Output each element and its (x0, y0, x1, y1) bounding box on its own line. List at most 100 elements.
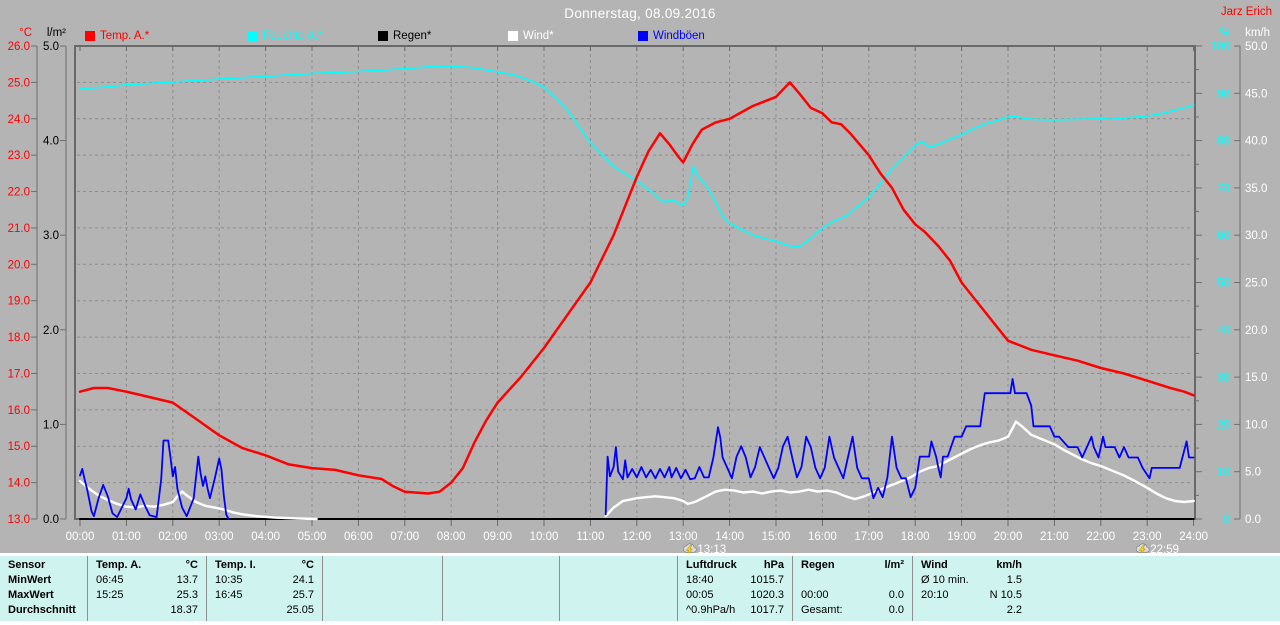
svg-text:13:00: 13:00 (669, 531, 698, 543)
time-axis-labels: 00:00 01:00 02:00 03:00 04:00 05:00 06:00 07:00… (66, 531, 1208, 543)
legend-label: Wind* (523, 30, 554, 42)
rain-color-swatch-icon (378, 31, 388, 41)
stats-cell-value: 2.2 (1006, 604, 1022, 616)
svg-text:15.0: 15.0 (8, 441, 30, 453)
author-label: Jarz Erich (1220, 6, 1272, 18)
stats-column-empty (323, 556, 443, 621)
lightning-cloud-icon (1135, 543, 1150, 553)
stats-row (323, 573, 442, 588)
svg-text:3.0: 3.0 (43, 230, 59, 242)
svg-text:20.0: 20.0 (8, 259, 30, 271)
svg-text:30: 30 (1217, 372, 1230, 384)
svg-text:5.0: 5.0 (1245, 467, 1261, 479)
svg-text:17.0: 17.0 (8, 368, 30, 380)
stats-row (560, 573, 677, 588)
stats-cell-label: 10:35 (215, 574, 243, 586)
stats-row (560, 558, 677, 573)
svg-text:0: 0 (1224, 514, 1230, 526)
stats-column-empty (560, 556, 678, 621)
svg-text:23.0: 23.0 (8, 150, 30, 162)
svg-text:40: 40 (1217, 325, 1230, 337)
svg-text:17:00: 17:00 (854, 531, 883, 543)
stats-cell-value: N 10.5 (989, 589, 1022, 601)
svg-text:25.0: 25.0 (8, 77, 30, 89)
stats-cell-value: 1020.3 (750, 589, 784, 601)
event-marker: 13:13 (683, 543, 726, 553)
svg-text:07:00: 07:00 (390, 531, 419, 543)
svg-text:00:00: 00:00 (66, 531, 95, 543)
svg-text:5.0: 5.0 (43, 41, 59, 53)
stats-cell-value: hPa (763, 559, 784, 571)
svg-text:18:00: 18:00 (901, 531, 930, 543)
svg-text:60: 60 (1217, 230, 1230, 242)
stats-cell-value: 1017.7 (750, 604, 784, 616)
stats-column-regen: Regen l/m² 00:00 0.0 Gesamt: 0.0 (793, 556, 913, 621)
stats-row: ^0.9hPa/h 1017.7 (678, 603, 792, 618)
stats-row: 00:00 0.0 (793, 588, 912, 603)
stats-cell-value: 25.3 (176, 589, 198, 601)
legend-item-wind: Wind* (508, 30, 554, 42)
stats-column-wind: Wind km/h Ø 10 min. 1.5 20:10 N 10.5 2.2 (913, 556, 1030, 621)
svg-text:19.0: 19.0 (8, 296, 30, 308)
stats-cell-value: km/h (996, 559, 1022, 571)
svg-text:0.0: 0.0 (1245, 514, 1261, 526)
svg-text:13.0: 13.0 (8, 514, 30, 526)
svg-text:23:00: 23:00 (1133, 531, 1162, 543)
svg-text:45.0: 45.0 (1245, 88, 1267, 100)
svg-text:04:00: 04:00 (251, 531, 280, 543)
rain-axis: 0.0 1.0 2.0 3.0 4.0 5.0 (43, 41, 67, 526)
stats-cell-label: Wind (921, 559, 948, 571)
stats-cell-value: 1.5 (1006, 574, 1022, 586)
stats-column-filler (1030, 556, 1280, 621)
weather-chart: 13.0 14.0 15.0 16.0 17.0 18.0 19.0 20.0 21.0 22.0… (8, 41, 1267, 553)
humidity-color-swatch-icon (248, 31, 258, 41)
stats-row: Gesamt: 0.0 (793, 603, 912, 618)
stats-table: Sensor MinWert MaxWert Durchschnitt Temp… (0, 553, 1280, 625)
svg-text:09:00: 09:00 (483, 531, 512, 543)
stats-row: 10:35 24.1 (207, 573, 322, 588)
svg-text:10: 10 (1217, 467, 1230, 479)
svg-text:25.0: 25.0 (1245, 278, 1267, 290)
gusts-color-swatch-icon (638, 31, 648, 41)
stats-cell-label: 00:05 (686, 589, 714, 601)
svg-text:16.0: 16.0 (8, 405, 30, 417)
stats-cell-label: Temp. I. (215, 559, 256, 571)
chart-gridlines (77, 48, 1193, 517)
stats-cell-label: 16:45 (215, 589, 243, 601)
stats-row: 18.37 (88, 603, 206, 618)
stats-row-label: Durchschnitt (8, 604, 76, 616)
stats-row (323, 558, 442, 573)
stats-cell-value: °C (301, 559, 314, 571)
svg-text:26.0: 26.0 (8, 41, 30, 53)
stats-cell-label: Gesamt: (801, 604, 843, 616)
stats-row: 2.2 (913, 603, 1030, 618)
stats-column-luftdruck: Luftdruck hPa 18:40 1015.7 00:05 1020.3 ^0.9hP… (678, 556, 793, 621)
legend-label: Windböen (653, 30, 705, 42)
svg-text:2.0: 2.0 (43, 325, 59, 337)
svg-text:80: 80 (1217, 136, 1230, 148)
stats-row (443, 588, 559, 603)
stats-row (323, 588, 442, 603)
stats-row: Temp. I. °C (207, 558, 322, 573)
svg-text:50.0: 50.0 (1245, 41, 1267, 53)
svg-text:10:00: 10:00 (530, 531, 559, 543)
stats-cell-label: 00:00 (801, 589, 829, 601)
rain-axis-unit: l/m² (46, 27, 66, 39)
svg-text:24.0: 24.0 (8, 114, 30, 126)
series-feuchte-a- (79, 65, 1195, 248)
stats-cell-value: l/m² (884, 559, 904, 571)
series-windb-en (79, 378, 1195, 520)
stats-row-labels-column: Sensor MinWert MaxWert Durchschnitt (0, 556, 88, 621)
svg-text:35.0: 35.0 (1245, 183, 1267, 195)
wind-axis: 0.0 5.0 10.0 15.0 20.0 25.0 30.0 35.0 40.0 45.0 50… (1234, 41, 1267, 526)
temp-axis: 13.0 14.0 15.0 16.0 17.0 18.0 19.0 20.0 21.0 22.0… (8, 41, 38, 526)
stats-cell-value: 1015.7 (750, 574, 784, 586)
svg-text:10.0: 10.0 (1245, 419, 1267, 431)
stats-cell-label: 15:25 (96, 589, 124, 601)
svg-text:22:00: 22:00 (1086, 531, 1115, 543)
stats-cell-label: Ø 10 min. (921, 574, 969, 586)
svg-text:20:00: 20:00 (994, 531, 1023, 543)
stats-row-label: MinWert (8, 574, 52, 586)
svg-text:30.0: 30.0 (1245, 230, 1267, 242)
series-temp-a- (78, 81, 1195, 495)
